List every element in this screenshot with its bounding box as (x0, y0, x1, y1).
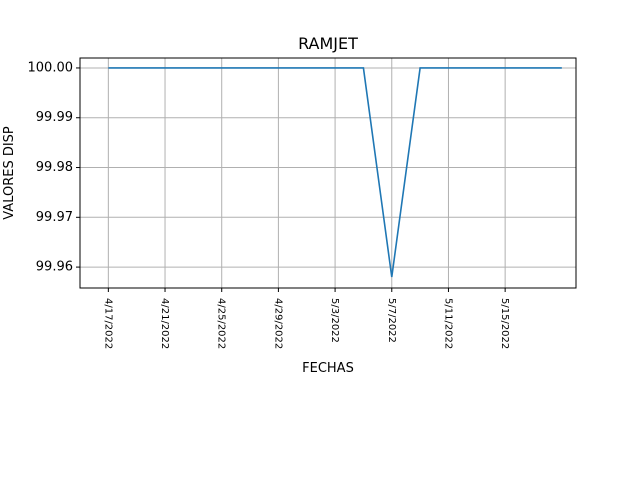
grid (80, 58, 576, 288)
x-axis-label: FECHAS (302, 361, 354, 376)
axis-ticks: 4/17/2022 4/21/2022 4/25/2022 4/29/2022 5/3/… (28, 60, 511, 349)
x-tick-label: 5/3/2022 (329, 298, 340, 343)
x-tick-label: 5/15/2022 (499, 298, 510, 349)
chart-title: RAMJET (298, 34, 358, 53)
x-tick-label: 4/17/2022 (102, 298, 113, 349)
x-tick-label: 5/11/2022 (442, 298, 453, 349)
x-tick-label: 4/25/2022 (216, 298, 227, 349)
x-tick-label: 4/21/2022 (159, 298, 170, 349)
y-tick-label: 100.00 (28, 60, 74, 75)
series-layer (108, 67, 562, 278)
plot-frame (79, 57, 577, 289)
x-tick-label: 5/7/2022 (386, 298, 397, 343)
y-axis-label: VALORES DISP (2, 126, 17, 220)
x-tick-label: 4/29/2022 (272, 298, 283, 349)
y-tick-label: 99.98 (36, 160, 73, 175)
series-line (108, 67, 562, 278)
y-tick-label: 99.97 (36, 210, 73, 225)
y-tick-label: 99.99 (36, 110, 73, 125)
y-tick-label: 99.96 (36, 260, 73, 275)
